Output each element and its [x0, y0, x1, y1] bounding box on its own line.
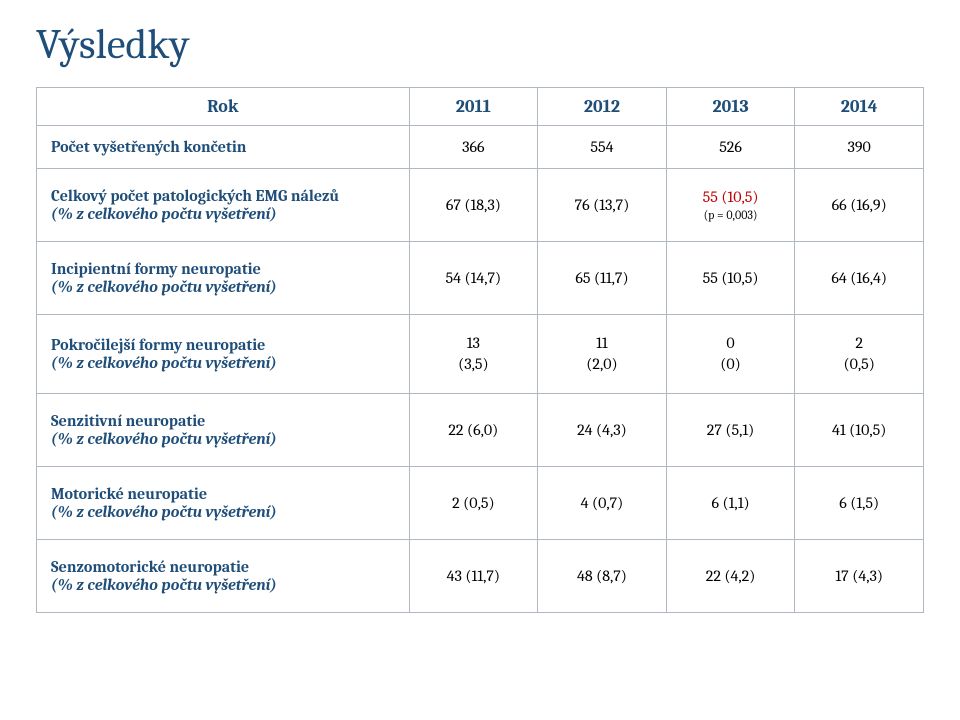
cell-value-text: 65 (11,7): [575, 269, 628, 287]
row-label: Motorické neuropatie(% z celkového počtu…: [37, 466, 410, 539]
cell-value: 6 (1,1): [666, 466, 795, 539]
cell-value: 22 (6,0): [409, 393, 538, 466]
row-label-main: Motorické neuropatie: [51, 485, 207, 503]
cell-value: 24 (4,3): [538, 393, 667, 466]
table-row: Celkový počet patologických EMG nálezů(%…: [37, 169, 924, 242]
cell-value-text: 6 (1,5): [839, 494, 879, 512]
cell-value: 48 (8,7): [538, 539, 667, 612]
table-row: Motorické neuropatie(% z celkového počtu…: [37, 466, 924, 539]
slide: Výsledky Rok 2011 2012 2013 2014 Počet v…: [0, 0, 960, 720]
row-label-main: Pokročilejší formy neuropatie: [51, 336, 265, 354]
table-row: Počet vyšetřených končetin 366 554 526 390: [37, 126, 924, 169]
cell-value: 55 (10,5): [666, 242, 795, 315]
cell-value: 54 (14,7): [409, 242, 538, 315]
row-label: Senzitivní neuropatie(% z celkového počt…: [37, 393, 410, 466]
table-row: Senzomotorické neuropatie(% z celkového …: [37, 539, 924, 612]
header-col: 2014: [795, 88, 924, 126]
row-label: Počet vyšetřených končetin: [37, 126, 410, 169]
cell-value-text: 27 (5,1): [707, 421, 755, 439]
cell-value-note: (p = 0,003): [671, 208, 791, 224]
cell-value: 6 (1,5): [795, 466, 924, 539]
cell-value-text: 55 (10,5): [703, 188, 759, 206]
header-col: 2011: [409, 88, 538, 126]
row-label: Incipientní formy neuropatie(% z celkové…: [37, 242, 410, 315]
cell-value-line: (0): [671, 354, 791, 375]
row-label-sub: (% z celkového počtu vyšetření): [51, 354, 395, 372]
row-label-sub: (% z celkového počtu vyšetření): [51, 278, 395, 296]
cell-value-text: 24 (4,3): [577, 421, 627, 439]
header-label: Rok: [37, 88, 410, 126]
cell-value-line: (2,0): [542, 354, 662, 375]
header-col: 2013: [666, 88, 795, 126]
cell-value-text: 4 (0,7): [581, 494, 624, 512]
cell-value-text: 2 (0,5): [452, 494, 494, 512]
row-label-main: Incipientní formy neuropatie: [51, 260, 261, 278]
cell-value-line: 13: [414, 333, 534, 354]
cell-value-text: 66 (16,9): [832, 196, 887, 214]
cell-value-text: 48 (8,7): [577, 567, 627, 585]
table-row: Senzitivní neuropatie(% z celkového počt…: [37, 393, 924, 466]
row-label-main: Počet vyšetřených končetin: [51, 138, 246, 156]
cell-value: 13(3,5): [409, 315, 538, 394]
cell-value: 390: [795, 126, 924, 169]
cell-value-line: (3,5): [414, 354, 534, 375]
cell-value: 4 (0,7): [538, 466, 667, 539]
cell-value-text: 390: [848, 138, 871, 156]
row-label-main: Senzitivní neuropatie: [51, 412, 205, 430]
cell-value: 17 (4,3): [795, 539, 924, 612]
cell-value: 65 (11,7): [538, 242, 667, 315]
cell-value-text: 366: [462, 138, 484, 156]
row-label: Pokročilejší formy neuropatie(% z celkov…: [37, 315, 410, 394]
cell-value-text: 6 (1,1): [711, 494, 749, 512]
cell-value: 0(0): [666, 315, 795, 394]
table-row: Incipientní formy neuropatie(% z celkové…: [37, 242, 924, 315]
cell-value-text: 41 (10,5): [832, 421, 886, 439]
row-label: Senzomotorické neuropatie(% z celkového …: [37, 539, 410, 612]
cell-value-text: 43 (11,7): [447, 567, 500, 585]
cell-value-text: 54 (14,7): [445, 269, 501, 287]
row-label-main: Senzomotorické neuropatie: [51, 558, 249, 576]
cell-value: 2 (0,5): [409, 466, 538, 539]
cell-value: 66 (16,9): [795, 169, 924, 242]
cell-value: 554: [538, 126, 667, 169]
table-header-row: Rok 2011 2012 2013 2014: [37, 88, 924, 126]
table-body: Počet vyšetřených končetin 366 554 526 390 Ce…: [37, 126, 924, 613]
header-col: 2012: [538, 88, 667, 126]
cell-value-text: 76 (13,7): [575, 196, 630, 214]
cell-value-line: 0: [671, 333, 791, 354]
cell-value-text: 554: [590, 138, 613, 156]
cell-value: 67 (18,3): [409, 169, 538, 242]
results-table: Rok 2011 2012 2013 2014 Počet vyšetřenýc…: [36, 87, 924, 613]
cell-value: 27 (5,1): [666, 393, 795, 466]
cell-value: 41 (10,5): [795, 393, 924, 466]
cell-value-text: 64 (16,4): [831, 269, 887, 287]
cell-value: 11(2,0): [538, 315, 667, 394]
row-label-sub: (% z celkového počtu vyšetření): [51, 503, 395, 521]
cell-value: 55 (10,5) (p = 0,003): [666, 169, 795, 242]
cell-value-text: 67 (18,3): [446, 196, 501, 214]
cell-value-line: 2: [799, 333, 919, 354]
row-label-main: Celkový počet patologických EMG nálezů: [51, 187, 339, 205]
cell-value-text: 22 (4,2): [706, 567, 756, 585]
cell-value-text: 526: [719, 138, 742, 156]
cell-value-text: 55 (10,5): [703, 269, 759, 287]
cell-value: 76 (13,7): [538, 169, 667, 242]
cell-value-line: (0,5): [799, 354, 919, 375]
cell-value-text: 22 (6,0): [448, 421, 498, 439]
cell-value: 43 (11,7): [409, 539, 538, 612]
row-label-sub: (% z celkového počtu vyšetření): [51, 430, 395, 448]
row-label-sub: (% z celkového počtu vyšetření): [51, 205, 395, 223]
row-label: Celkový počet patologických EMG nálezů(%…: [37, 169, 410, 242]
cell-value-text: 17 (4,3): [835, 567, 883, 585]
cell-value: 2(0,5): [795, 315, 924, 394]
cell-value: 64 (16,4): [795, 242, 924, 315]
cell-value-line: 11: [542, 333, 662, 354]
row-label-sub: (% z celkového počtu vyšetření): [51, 576, 395, 594]
cell-value: 526: [666, 126, 795, 169]
slide-title: Výsledky: [36, 20, 924, 69]
cell-value: 366: [409, 126, 538, 169]
cell-value: 22 (4,2): [666, 539, 795, 612]
table-row: Pokročilejší formy neuropatie(% z celkov…: [37, 315, 924, 394]
